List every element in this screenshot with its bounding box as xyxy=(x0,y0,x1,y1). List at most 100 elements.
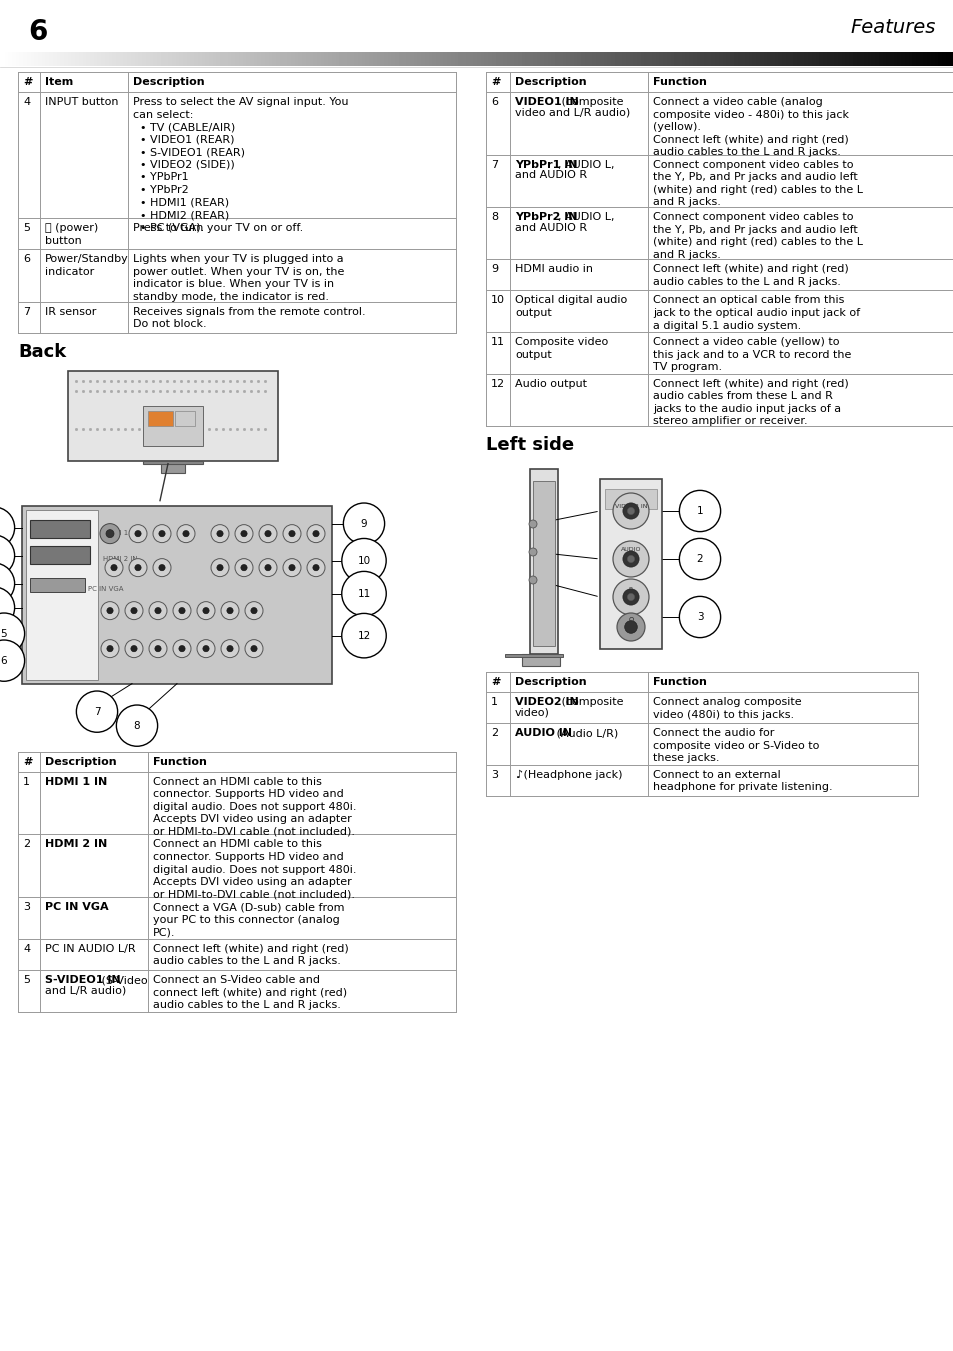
Circle shape xyxy=(154,646,161,651)
Text: Connect an optical cable from this
jack to the optical audio input jack of
a dig: Connect an optical cable from this jack … xyxy=(652,296,860,331)
Circle shape xyxy=(627,593,634,601)
Circle shape xyxy=(251,608,257,613)
Circle shape xyxy=(159,531,165,536)
Text: and AUDIO R: and AUDIO R xyxy=(515,223,586,232)
Circle shape xyxy=(227,646,233,651)
Text: Back: Back xyxy=(18,343,66,361)
Text: Description: Description xyxy=(515,677,586,688)
Circle shape xyxy=(131,646,137,651)
Text: Connect component video cables to
the Y, Pb, and Pr jacks and audio left
(white): Connect component video cables to the Y,… xyxy=(652,159,862,208)
Text: PC IN VGA: PC IN VGA xyxy=(45,902,109,912)
Text: Power/Standby
indicator: Power/Standby indicator xyxy=(45,254,129,277)
Circle shape xyxy=(149,639,167,658)
Text: Connect left (white) and right (red)
audio cables from these L and R
jacks to th: Connect left (white) and right (red) aud… xyxy=(652,378,848,427)
Bar xyxy=(504,654,562,657)
Circle shape xyxy=(221,601,239,620)
Text: 1: 1 xyxy=(491,697,497,707)
Text: Connect component video cables to
the Y, Pb, and Pr jacks and audio left
(white): Connect component video cables to the Y,… xyxy=(652,212,862,259)
Circle shape xyxy=(172,639,191,658)
Text: #: # xyxy=(23,77,32,86)
Text: YPbPr1 IN: YPbPr1 IN xyxy=(515,159,577,170)
Text: IR sensor: IR sensor xyxy=(45,307,96,316)
Circle shape xyxy=(245,639,263,658)
Text: ⏻ (power)
button: ⏻ (power) button xyxy=(45,223,98,246)
Text: Connect a video cable (yellow) to
this jack and to a VCR to record the
TV progra: Connect a video cable (yellow) to this j… xyxy=(652,338,850,372)
Text: Audio output: Audio output xyxy=(515,378,586,389)
Bar xyxy=(521,654,559,666)
Text: 7: 7 xyxy=(93,707,100,716)
Circle shape xyxy=(307,559,325,577)
Circle shape xyxy=(251,646,257,651)
Circle shape xyxy=(107,608,113,613)
Bar xyxy=(530,469,558,654)
Circle shape xyxy=(258,559,276,577)
Bar xyxy=(30,520,90,538)
Text: Function: Function xyxy=(652,677,706,688)
Text: Composite video
output: Composite video output xyxy=(515,338,608,359)
Text: 2: 2 xyxy=(696,554,702,563)
Text: R: R xyxy=(628,586,633,592)
Text: video): video) xyxy=(515,708,549,717)
Circle shape xyxy=(617,613,644,640)
Circle shape xyxy=(177,524,194,543)
Text: Description: Description xyxy=(515,77,586,86)
Circle shape xyxy=(178,646,185,651)
Text: HDMI audio in: HDMI audio in xyxy=(515,265,593,274)
Text: (S-Video: (S-Video xyxy=(98,975,148,985)
Text: 4: 4 xyxy=(23,944,30,954)
Bar xyxy=(26,509,98,680)
Text: Connect an HDMI cable to this
connector. Supports HD video and
digital audio. Do: Connect an HDMI cable to this connector.… xyxy=(152,777,356,836)
Circle shape xyxy=(134,565,141,570)
Text: (Headphone jack): (Headphone jack) xyxy=(519,770,621,780)
Text: HDMI 2 IN: HDMI 2 IN xyxy=(45,839,107,850)
Text: (composite: (composite xyxy=(558,697,623,707)
Text: Receives signals from the remote control.
Do not block.: Receives signals from the remote control… xyxy=(132,307,365,330)
Circle shape xyxy=(313,565,319,570)
Text: Connect to an external
headphone for private listening.: Connect to an external headphone for pri… xyxy=(652,770,832,792)
Circle shape xyxy=(622,503,639,519)
Circle shape xyxy=(203,646,209,651)
Circle shape xyxy=(152,559,171,577)
Circle shape xyxy=(211,559,229,577)
Circle shape xyxy=(125,601,143,620)
Text: 3: 3 xyxy=(491,770,497,780)
Text: Description: Description xyxy=(45,757,116,766)
Text: 9: 9 xyxy=(360,519,367,528)
Text: 3: 3 xyxy=(696,612,702,621)
Text: PC IN AUDIO L/R: PC IN AUDIO L/R xyxy=(45,944,135,954)
Text: Press to turn your TV on or off.: Press to turn your TV on or off. xyxy=(132,223,303,234)
Text: Features: Features xyxy=(850,18,935,36)
Text: 6: 6 xyxy=(1,655,8,666)
Circle shape xyxy=(240,531,247,536)
Circle shape xyxy=(196,601,214,620)
Circle shape xyxy=(613,540,648,577)
Text: HDMI 1 IN: HDMI 1 IN xyxy=(45,777,107,786)
Circle shape xyxy=(106,530,113,538)
Text: AUDIO IN: AUDIO IN xyxy=(515,728,572,738)
Text: Connect analog composite
video (480i) to this jacks.: Connect analog composite video (480i) to… xyxy=(652,697,801,720)
Text: VIDEO2 IN: VIDEO2 IN xyxy=(614,504,646,509)
Circle shape xyxy=(613,580,648,615)
Text: 6: 6 xyxy=(491,97,497,107)
Bar xyxy=(599,480,661,648)
Text: 7: 7 xyxy=(491,159,497,170)
Text: 8: 8 xyxy=(491,212,497,222)
Text: 5: 5 xyxy=(23,975,30,985)
Text: 2: 2 xyxy=(491,728,497,738)
Circle shape xyxy=(283,524,301,543)
Circle shape xyxy=(101,639,119,658)
Bar xyxy=(30,546,90,563)
Text: and AUDIO R: and AUDIO R xyxy=(515,170,586,181)
Circle shape xyxy=(211,524,229,543)
Text: Connect an HDMI cable to this
connector. Supports HD video and
digital audio. Do: Connect an HDMI cable to this connector.… xyxy=(152,839,356,900)
Text: 11: 11 xyxy=(491,338,504,347)
Text: Function: Function xyxy=(652,77,706,86)
Text: 12: 12 xyxy=(491,378,504,389)
Text: HDMI 1 IN: HDMI 1 IN xyxy=(103,530,137,535)
Text: 6: 6 xyxy=(23,254,30,265)
Bar xyxy=(174,411,194,426)
Text: and L/R audio): and L/R audio) xyxy=(45,986,126,996)
Circle shape xyxy=(627,555,634,562)
Circle shape xyxy=(234,524,253,543)
Bar xyxy=(30,578,85,592)
